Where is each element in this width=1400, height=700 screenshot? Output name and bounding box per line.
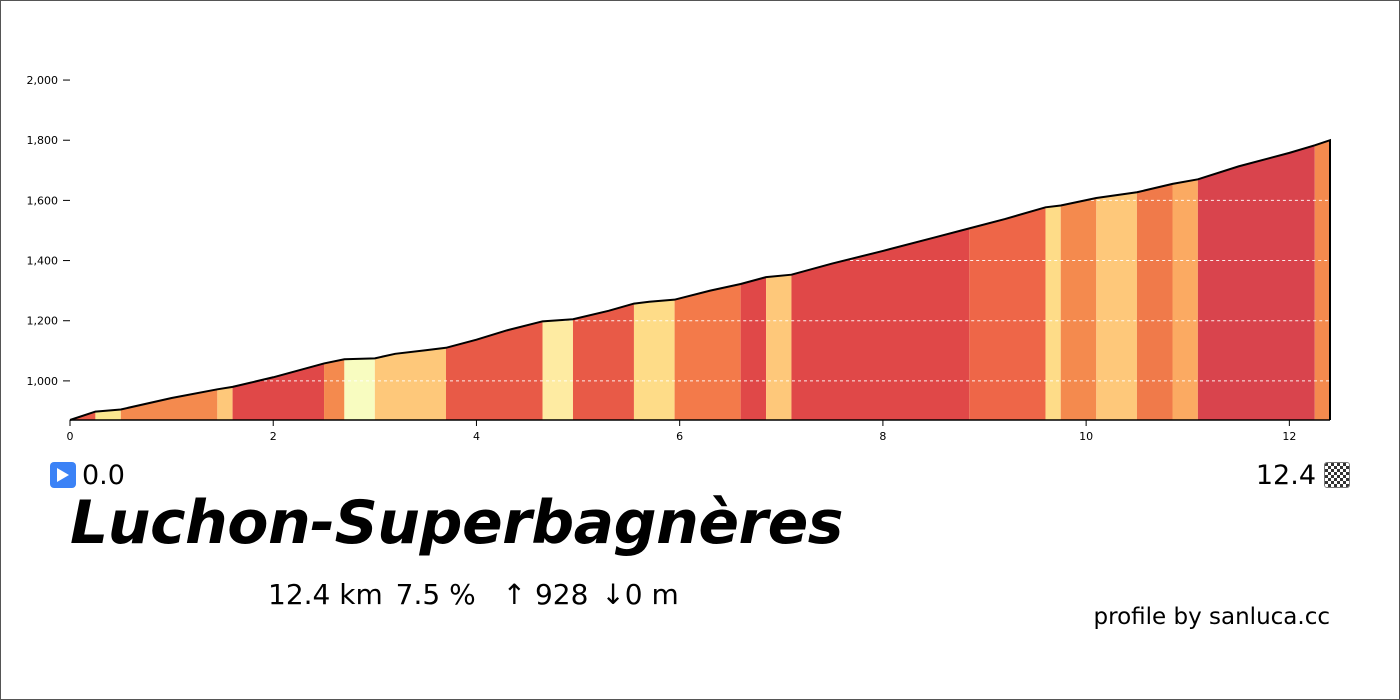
x-tick-label: 2 (270, 430, 277, 443)
start-distance: 0.0 (82, 459, 125, 491)
gradient-segment (572, 303, 634, 420)
gradient-segment (1197, 145, 1315, 420)
y-tick-label: 1,000 (27, 375, 59, 388)
profile-credit: profile by sanluca.cc (1093, 604, 1330, 630)
stat-descent: ↓0 m (601, 578, 679, 611)
gradient-segment (1045, 205, 1061, 420)
gradient-segment (633, 299, 675, 420)
gradient-segment (766, 274, 792, 420)
y-tick-label: 2,000 (27, 74, 59, 87)
x-tick-label: 8 (879, 430, 886, 443)
gradient-segment (445, 321, 543, 420)
gradient-segment (740, 277, 767, 420)
gradient-segment (1060, 197, 1097, 420)
gradient-segment (344, 358, 375, 420)
x-tick-label: 4 (473, 430, 480, 443)
gradient-segment (674, 284, 741, 420)
gradient-segment (374, 347, 446, 420)
gradient-segment (120, 389, 218, 420)
stat-distance: 12.4 km (268, 578, 383, 611)
gridlines (257, 199, 1330, 382)
play-icon (50, 462, 76, 488)
start-marker: 0.0 (50, 459, 125, 491)
elevation-chart: 0 2 4 6 8 10 12 1,000 1,200 1,400 1,600 1,800 2,000 (27, 74, 1331, 443)
y-tick-label: 1,800 (27, 134, 59, 147)
gradient-segment (1136, 183, 1173, 420)
gradient-segment (1314, 140, 1330, 420)
x-tick-label: 12 (1282, 430, 1296, 443)
gradient-segment (1096, 192, 1137, 420)
gradient-segment (1172, 179, 1198, 420)
gradient-segment (324, 359, 345, 420)
elevation-profile-line (69, 138, 1331, 421)
gradient-segments (70, 140, 1330, 420)
climb-title: Luchon-Superbagnères (70, 488, 844, 558)
gradient-segment (232, 363, 325, 420)
stat-ascent: ↑ 928 (502, 578, 589, 611)
y-tick-label: 1,200 (27, 315, 59, 328)
y-tick-label: 1,400 (27, 255, 59, 268)
x-tick-label: 0 (67, 430, 74, 443)
stat-gradient: 7.5 % (395, 578, 476, 611)
x-tick-label: 6 (676, 430, 683, 443)
gradient-segment (542, 319, 573, 420)
climb-stats: 12.4 km 7.5 % ↑ 928 ↓0 m (268, 578, 683, 611)
gradient-segment (217, 386, 233, 420)
gradient-segment (791, 228, 970, 420)
x-tick-label: 10 (1079, 430, 1093, 443)
end-distance: 12.4 (1255, 459, 1316, 491)
checkered-flag-icon (1324, 462, 1350, 488)
gradient-segment (969, 207, 1046, 420)
gradient-segment (95, 409, 121, 420)
y-tick-label: 1,600 (27, 194, 59, 207)
end-marker: 12.4 (1255, 459, 1350, 491)
axes: 0 2 4 6 8 10 12 1,000 1,200 1,400 1,600 1,800 2,000 (27, 74, 1330, 443)
